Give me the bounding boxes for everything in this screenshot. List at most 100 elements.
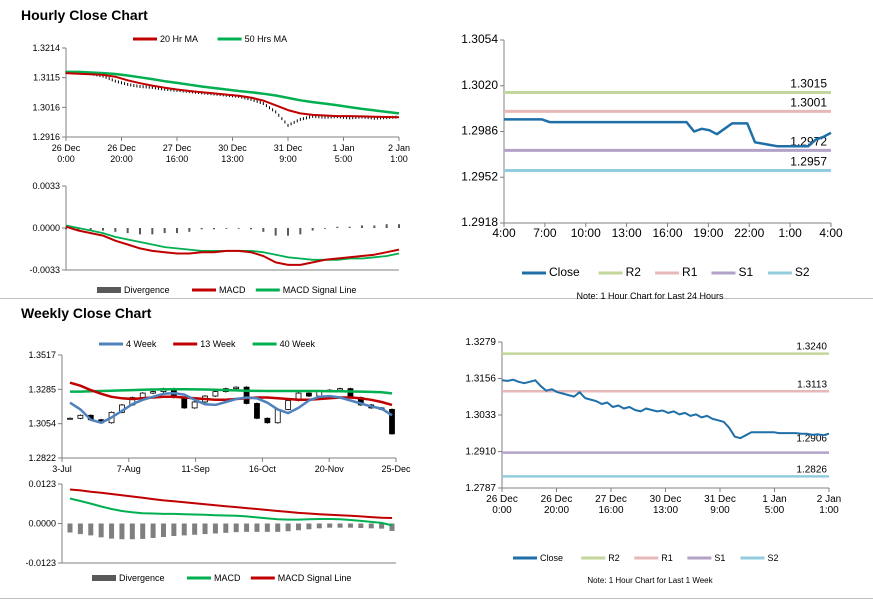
weekly-divergence-bar xyxy=(109,523,115,539)
hourly-price-ytick-label: 1.3214 xyxy=(32,43,60,53)
hourly-divergence-bar xyxy=(373,225,376,228)
weekly-price-candle xyxy=(212,391,219,397)
weekly-level-s1-label: 1.2906 xyxy=(796,434,827,445)
section-divider xyxy=(0,298,873,299)
hourly-levels-legend-label: R2 xyxy=(626,265,642,279)
weekly-levels-legend-label: S1 xyxy=(714,553,725,563)
hourly-levels-xtick-label: 4:00 xyxy=(492,226,516,240)
weekly-levels-legend-label: Close xyxy=(540,553,563,563)
hourly-price-xtick-label: 0:00 xyxy=(57,154,75,164)
hourly-section-title: Hourly Close Chart xyxy=(21,7,148,23)
hourly-divergence-bar xyxy=(114,228,117,232)
hourly-divergence-bar xyxy=(89,228,92,231)
hourly-divergence-bar xyxy=(336,226,339,228)
weekly-levels-xtick-label: 26 Dec xyxy=(541,494,573,505)
hourly-levels-ytick-label: 1.2918 xyxy=(461,215,498,229)
hourly-levels-xtick-label: 7:00 xyxy=(533,226,557,240)
weekly-macd-ytick-label: 0.0123 xyxy=(28,479,56,489)
weekly-divergence-bar xyxy=(88,523,94,536)
weekly-divergence-bar xyxy=(327,523,333,528)
hourly-levels-xtick-label: 10:00 xyxy=(571,226,601,240)
weekly-levels-ytick-label: 1.3279 xyxy=(465,337,496,348)
weekly-price-candle xyxy=(67,417,73,420)
weekly-price-xtick-label: 25-Dec xyxy=(381,464,411,474)
weekly-levels-ytick-label: 1.2910 xyxy=(465,447,496,458)
hourly-levels-xtick-label: 22:00 xyxy=(734,226,764,240)
hourly-divergence-bar xyxy=(348,226,351,228)
hourly-price-legend-label: 50 Hrs MA xyxy=(245,34,288,44)
weekly-divergence-bar xyxy=(140,523,146,539)
hourly-levels-note: Note: 1 Hour Chart for Last 24 Hours xyxy=(576,291,724,301)
hourly-macd-ytick-label: 0.0000 xyxy=(32,223,60,233)
weekly-divergence-bar xyxy=(77,523,83,535)
weekly-price-candle xyxy=(274,408,281,424)
weekly-price-candle xyxy=(389,408,395,435)
weekly-divergence-bar xyxy=(389,523,395,531)
hourly-levels-ytick-label: 1.3054 xyxy=(461,32,498,46)
weekly-levels-xtick-label: 2 Jan xyxy=(817,494,841,505)
hourly-price-xtick-label: 1:00 xyxy=(390,154,408,164)
hourly-level-r2-label: 1.3015 xyxy=(790,76,827,90)
hourly-divergence-bar xyxy=(237,228,240,229)
weekly-macd-ytick-label: -0.0123 xyxy=(25,558,56,568)
weekly-price-candle xyxy=(254,403,260,419)
weekly-price-candle xyxy=(191,401,198,409)
weekly-macd-legend-label: Divergence xyxy=(119,573,165,583)
weekly-price-xtick-label: 16-Oct xyxy=(249,464,277,474)
hourly-20hr-ma-line xyxy=(65,72,400,119)
weekly-levels-note: Note: 1 Hour Chart for Last 1 Week xyxy=(587,576,713,585)
weekly-price-legend-label: 4 Week xyxy=(126,339,157,349)
hourly-levels-xtick-label: 4:00 xyxy=(819,226,843,240)
weekly-divergence-bar xyxy=(150,523,156,538)
weekly-price-candle xyxy=(233,386,240,390)
weekly-price-legend-label: 40 Week xyxy=(280,339,316,349)
weekly-divergence-bar xyxy=(181,523,187,536)
hourly-divergence-bar xyxy=(151,228,154,235)
weekly-divergence-bar xyxy=(296,523,302,531)
weekly-4wk-line xyxy=(69,391,393,424)
hourly-price-xtick-label: 9:00 xyxy=(279,154,297,164)
weekly-levels-xtick-label: 1:00 xyxy=(819,505,839,516)
weekly-divergence-bar xyxy=(98,523,104,538)
weekly-price-ytick-label: 1.3285 xyxy=(28,384,56,394)
weekly-divergence-bar xyxy=(379,523,385,529)
weekly-levels-xtick-label: 31 Dec xyxy=(704,494,736,505)
weekly-divergence-bar xyxy=(337,523,343,528)
weekly-level-r2-label: 1.3240 xyxy=(796,342,827,353)
weekly-40wk-line xyxy=(70,387,393,395)
weekly-levels-legend-label: R2 xyxy=(608,553,620,563)
hourly-macd-ytick-label: 0.0033 xyxy=(32,181,60,191)
weekly-macd-legend-label: MACD Signal Line xyxy=(278,573,352,583)
weekly-divergence-bar xyxy=(67,523,73,533)
hourly-price-xtick-label: 13:00 xyxy=(221,154,244,164)
weekly-divergence-bar xyxy=(192,523,198,535)
hourly-macd-legend-label: MACD Signal Line xyxy=(283,285,357,295)
weekly-price-legend-label: 13 Week xyxy=(200,339,236,349)
weekly-levels-xtick-label: 20:00 xyxy=(544,505,569,516)
hourly-levels-legend-label: S2 xyxy=(795,265,810,279)
hourly-price-xtick-label: 31 Dec xyxy=(274,143,303,153)
weekly-divergence-bar xyxy=(285,523,291,532)
hourly-divergence-bar xyxy=(163,228,166,234)
hourly-divergence-bar xyxy=(139,228,141,235)
weekly-divergence-bar xyxy=(254,523,260,532)
hourly-price-xtick-label: 30 Dec xyxy=(218,143,247,153)
weekly-divergence-bar xyxy=(119,523,125,540)
hourly-price-ytick-label: 1.2916 xyxy=(32,132,60,142)
hourly-levels-legend-label: S1 xyxy=(738,265,753,279)
weekly-divergence-bar xyxy=(129,523,135,540)
weekly-price-candle xyxy=(347,388,354,398)
hourly-divergence-bar xyxy=(250,228,252,230)
weekly-levels-xtick-label: 0:00 xyxy=(492,505,512,516)
hourly-divergence-bar xyxy=(188,228,191,232)
weekly-price-xtick-label: 11-Sep xyxy=(181,464,209,474)
weekly-macd-legend-label: MACD xyxy=(214,573,241,583)
hourly-macd-ytick-label: -0.0033 xyxy=(29,265,60,275)
hourly-macd-legend-label: Divergence xyxy=(124,285,170,295)
hourly-price-xtick-label: 26 Dec xyxy=(52,143,81,153)
hourly-divergence-bar xyxy=(65,228,67,230)
weekly-levels-legend-label: R1 xyxy=(661,553,673,563)
hourly-price-xtick-label: 26 Dec xyxy=(107,143,136,153)
weekly-levels-xtick-label: 26 Dec xyxy=(486,494,518,505)
weekly-price-xtick-label: 20-Nov xyxy=(315,464,345,474)
